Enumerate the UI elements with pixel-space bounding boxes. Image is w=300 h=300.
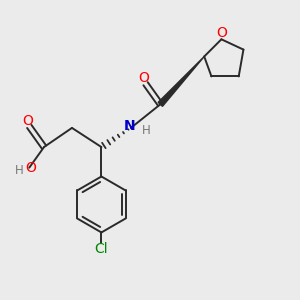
Text: N: N	[124, 119, 135, 134]
Text: O: O	[25, 161, 36, 175]
Text: H: H	[142, 124, 151, 137]
Text: Cl: Cl	[94, 242, 108, 256]
Text: O: O	[139, 71, 149, 85]
Text: H: H	[15, 164, 23, 177]
Text: O: O	[22, 114, 33, 128]
Polygon shape	[158, 56, 204, 106]
Text: O: O	[217, 26, 227, 40]
